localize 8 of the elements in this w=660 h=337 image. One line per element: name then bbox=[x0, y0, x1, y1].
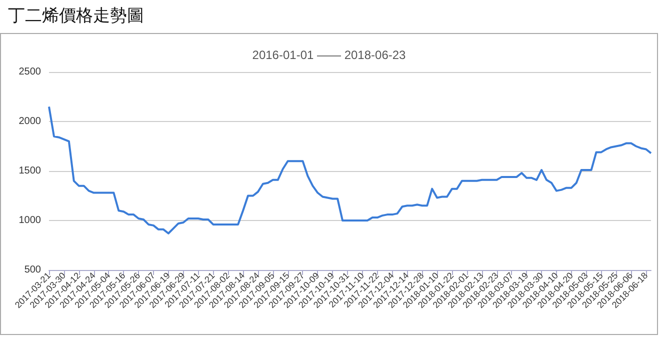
chart-title: 丁二烯價格走勢圖 bbox=[8, 5, 144, 27]
y-tick-label: 1500 bbox=[18, 166, 42, 176]
y-tick-label: 1000 bbox=[18, 215, 42, 226]
chart-subtitle: 2016-01-01 —— 2018-06-23 bbox=[252, 48, 406, 62]
y-tick-label: 2500 bbox=[18, 66, 42, 78]
y-tick-label: 2000 bbox=[18, 116, 42, 127]
y-tick-label: 500 bbox=[24, 264, 42, 276]
line-series bbox=[48, 106, 652, 234]
